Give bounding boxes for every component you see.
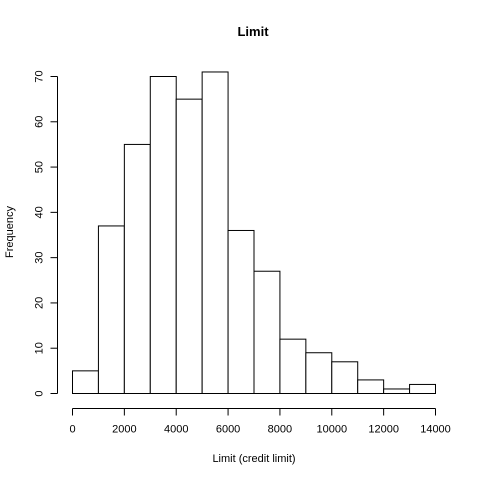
histogram-bar-1 xyxy=(97,225,125,394)
histogram-bar-7 xyxy=(253,270,281,395)
x-tick-label-4: 8000 xyxy=(268,424,292,436)
histogram-bar-12 xyxy=(383,388,411,395)
y-tick-label-1: 10 xyxy=(34,342,46,354)
x-tick-label-1: 2000 xyxy=(112,424,136,436)
histogram-bar-2 xyxy=(123,143,151,394)
histogram-bar-5 xyxy=(201,71,229,394)
y-tick-label-7: 70 xyxy=(34,70,46,82)
histogram-bar-6 xyxy=(227,229,255,394)
x-tick-label-0: 0 xyxy=(69,424,75,436)
histogram-bar-11 xyxy=(357,379,385,394)
x-tick-label-7: 14000 xyxy=(420,424,451,436)
x-tick-label-6: 12000 xyxy=(368,424,399,436)
y-tick-label-4: 40 xyxy=(34,206,46,218)
histogram-bar-13 xyxy=(409,383,437,395)
x-axis-label: Limit (credit limit) xyxy=(212,453,295,465)
histogram-bar-0 xyxy=(72,370,99,395)
y-tick-label-2: 20 xyxy=(34,297,46,309)
histogram-bar-9 xyxy=(305,352,333,394)
y-axis-label: Frequency xyxy=(4,206,16,258)
y-tick-label-6: 60 xyxy=(34,116,46,128)
y-tick-label-5: 50 xyxy=(34,161,46,173)
chart-title: Limit xyxy=(237,24,269,39)
x-tick-label-2: 4000 xyxy=(164,424,188,436)
y-axis: 0 10 20 30 40 50 60 70 xyxy=(34,70,58,397)
y-tick-label-0: 0 xyxy=(34,390,46,396)
x-tick-label-5: 10000 xyxy=(316,424,347,436)
x-tick-label-3: 6000 xyxy=(216,424,240,436)
histogram-bar-8 xyxy=(279,338,307,394)
histogram-bar-10 xyxy=(331,361,359,394)
bars-group xyxy=(72,71,437,395)
histogram-bar-4 xyxy=(175,98,203,395)
y-tick-label-3: 30 xyxy=(34,252,46,264)
x-axis: 0 2000 4000 6000 8000 10000 12000 14000 xyxy=(69,408,451,436)
histogram-bar-3 xyxy=(149,76,177,394)
